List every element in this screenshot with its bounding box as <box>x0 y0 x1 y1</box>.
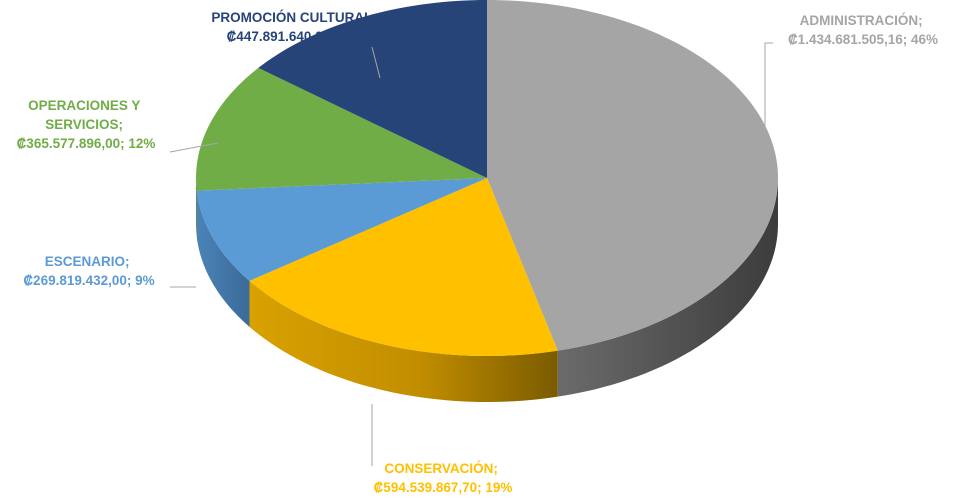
label-conservacion: CONSERVACIÓN; ₡594.539.867,70; 19% <box>374 461 513 495</box>
pie-slice-administracion <box>487 0 778 351</box>
label-conservacion-line-2: ₡594.539.867,70; 19% <box>374 480 513 495</box>
label-administracion-line-1: ADMINISTRACIÓN; <box>800 13 923 28</box>
label-operaciones: OPERACIONES Y SERVICIOS; ₡365.577.896,00… <box>17 98 156 151</box>
label-administracion: ADMINISTRACIÓN; ₡1.434.681.505,16; 46% <box>788 13 938 47</box>
leader-operaciones <box>169 142 219 153</box>
label-conservacion-line-1: CONSERVACIÓN; <box>384 461 498 476</box>
label-operaciones-line-1: OPERACIONES Y <box>28 98 140 113</box>
label-escenario-line-1: ESCENARIO; <box>45 254 130 269</box>
label-promocion-line-1: PROMOCIÓN CULTURAL; <box>211 10 376 25</box>
label-escenario-line-2: ₡269.819.432,00; 9% <box>23 273 154 288</box>
label-administracion-line-2: ₡1.434.681.505,16; 46% <box>788 32 938 47</box>
pie-side-operaciones <box>196 178 197 237</box>
pie-sides <box>196 178 778 402</box>
pie-side-administracion <box>557 178 778 397</box>
label-operaciones-line-2: SERVICIOS; <box>45 117 123 132</box>
leader-promocion <box>371 46 381 79</box>
pie-tops <box>196 0 778 356</box>
pie-slice-escenario <box>196 178 488 281</box>
pie-slice-conservacion <box>249 178 558 356</box>
label-promocion: PROMOCIÓN CULTURAL; ₡447.891.640,00; 14% <box>211 10 380 44</box>
pie-side-conservacion <box>249 280 558 402</box>
label-operaciones-line-3: ₡365.577.896,00; 12% <box>17 136 156 151</box>
label-escenario: ESCENARIO; ₡269.819.432,00; 9% <box>23 254 154 288</box>
pie-slice-operaciones <box>196 67 487 191</box>
leader-administracion <box>764 42 773 160</box>
pie-side-escenario <box>196 190 250 327</box>
pie-slice-promocion <box>258 0 487 178</box>
leader-lines <box>169 42 773 466</box>
label-promocion-line-2: ₡447.891.640,00; 14% <box>227 29 366 44</box>
